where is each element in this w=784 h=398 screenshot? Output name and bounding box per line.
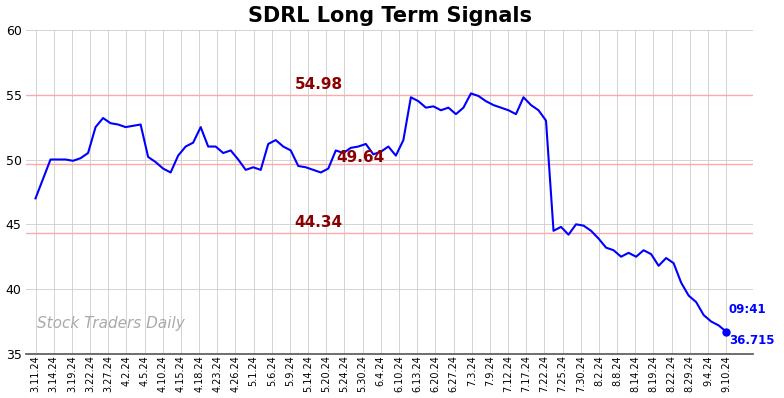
Text: 54.98: 54.98 <box>295 77 343 92</box>
Text: 44.34: 44.34 <box>295 215 343 230</box>
Text: 36.715: 36.715 <box>729 334 775 347</box>
Text: 09:41: 09:41 <box>729 303 767 316</box>
Text: Stock Traders Daily: Stock Traders Daily <box>38 316 185 331</box>
Text: 49.64: 49.64 <box>336 150 384 165</box>
Title: SDRL Long Term Signals: SDRL Long Term Signals <box>248 6 532 25</box>
